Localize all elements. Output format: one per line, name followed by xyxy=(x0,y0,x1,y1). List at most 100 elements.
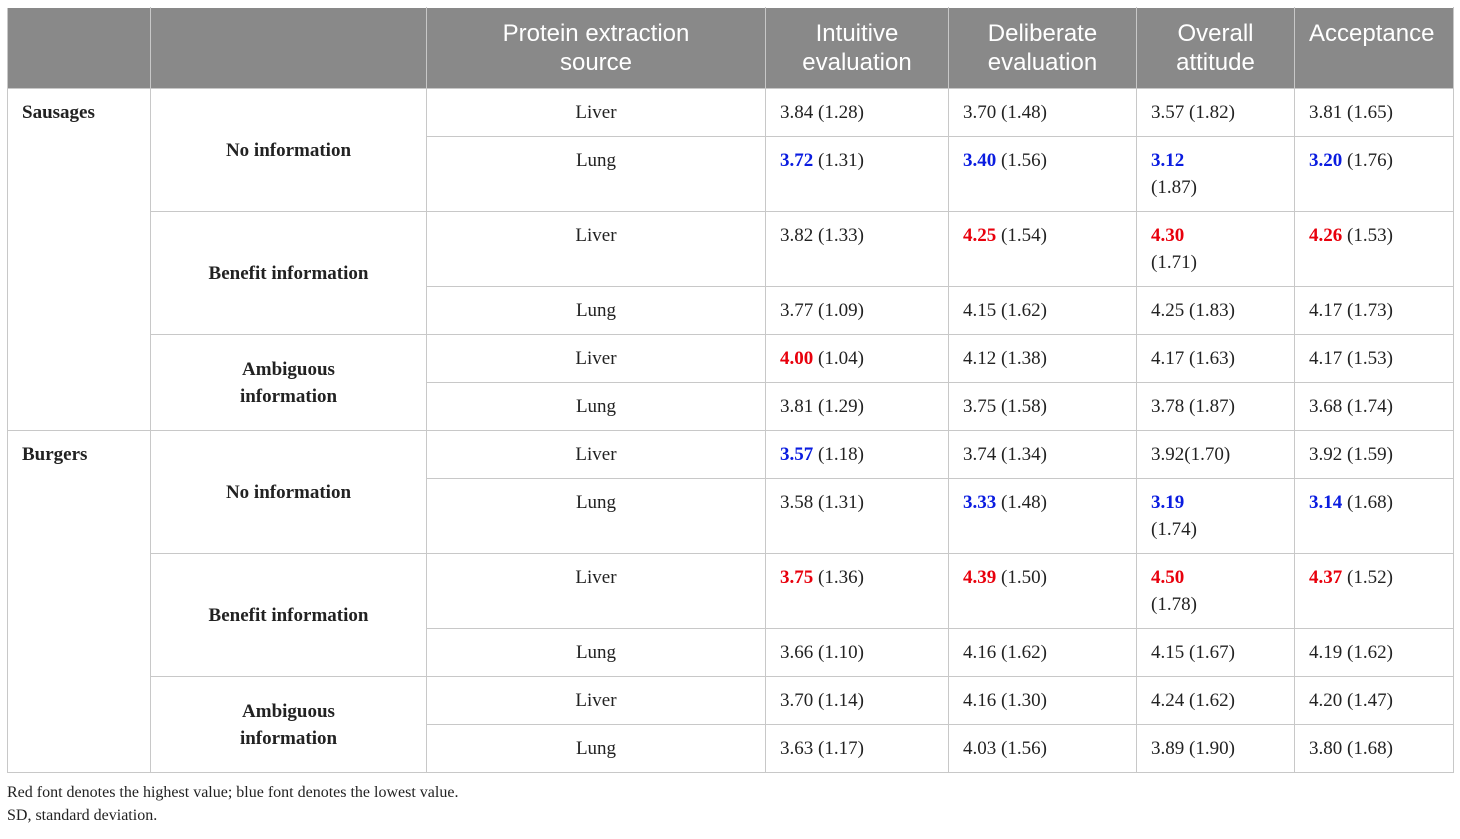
condition-label-line: Benefit information xyxy=(208,604,369,626)
mean-value: 4.15 xyxy=(1151,642,1185,663)
value-cell: 3.63 (1.17) xyxy=(765,724,949,773)
mean-value: 4.16 xyxy=(963,642,997,663)
footnote-line: Red font denotes the highest value; blue… xyxy=(7,784,459,801)
mean-value: 4.00 xyxy=(780,348,814,369)
mean-value: 3.20 xyxy=(1309,150,1343,171)
value-cell: 3.77 (1.09) xyxy=(765,286,949,335)
column-header-line: attitude xyxy=(1176,49,1255,76)
source-cell: Liver xyxy=(426,211,766,287)
column-header-line: evaluation xyxy=(802,49,912,76)
sd-value: (1.68) xyxy=(1347,492,1393,513)
value-cell: 3.57 (1.82) xyxy=(1136,88,1295,137)
sd-value: (1.74) xyxy=(1347,396,1393,417)
condition-label-line: No information xyxy=(225,139,352,161)
mean-value: 3.80 xyxy=(1309,738,1343,759)
value-cell: 3.82 (1.33) xyxy=(765,211,949,287)
product-label: Burgers xyxy=(7,430,151,773)
table-row: Lung 3.66 (1.10) 4.16 (1.62) 4.15 (1.67) 4.1… xyxy=(8,628,1454,677)
sd-value: (1.31) xyxy=(818,150,864,171)
value-cell: 4.25 (1.83) xyxy=(1136,286,1295,335)
mean-value: 4.24 xyxy=(1151,690,1185,711)
table-row: Ambiguous information Liver 3.70 (1.14) 4.16… xyxy=(8,676,1454,773)
value-cell: 3.75 (1.36) xyxy=(765,553,949,629)
mean-value: 3.70 xyxy=(780,690,814,711)
sd-value: (1.38) xyxy=(1001,348,1047,369)
value-cell: 3.92(1.70) xyxy=(1136,430,1295,479)
value-cell: 4.25 (1.54) xyxy=(948,211,1137,287)
table-row: Benefit information Liver 3.82 (1.33) 4.25 … xyxy=(8,211,1454,335)
sd-value: (1.87) xyxy=(1189,396,1235,417)
mean-value: 4.12 xyxy=(963,348,997,369)
mean-value: 3.92 xyxy=(1309,444,1343,465)
value-cell: 4.12 (1.38) xyxy=(948,334,1137,383)
value-cell: 3.81 (1.29) xyxy=(765,382,949,431)
table-row: Lung 3.63 (1.17) 4.03 (1.56) 3.89 (1.90) 3.8… xyxy=(8,724,1454,773)
column-header-line: Intuitive xyxy=(815,20,899,47)
mean-value: 4.17 xyxy=(1309,348,1343,369)
condition-label-line: Ambiguous xyxy=(242,358,335,380)
mean-value: 4.15 xyxy=(963,300,997,321)
sd-value: (1.87) xyxy=(1151,177,1197,198)
sd-value: (1.14) xyxy=(818,690,864,711)
product-label: Sausages xyxy=(7,88,151,431)
value-cell: 3.58 (1.31) xyxy=(765,478,949,554)
value-cell: 3.74 (1.34) xyxy=(948,430,1137,479)
mean-value: 3.14 xyxy=(1309,492,1343,513)
information-condition: Benefit information xyxy=(150,553,427,677)
value-cell: 4.30 (1.71) xyxy=(1136,211,1295,287)
value-cell: 3.81 (1.65) xyxy=(1294,88,1454,137)
header-row: Protein extraction source Intuitive evaluat… xyxy=(7,7,1454,89)
value-cell: 4.16 (1.62) xyxy=(948,628,1137,677)
mean-value: 4.37 xyxy=(1309,567,1343,588)
condition-label-line: No information xyxy=(225,481,352,503)
sd-value: (1.30) xyxy=(1001,690,1047,711)
sd-value: (1.62) xyxy=(1347,642,1393,663)
value-cell: 3.78 (1.87) xyxy=(1136,382,1295,431)
source-cell: Liver xyxy=(426,430,766,479)
mean-value: 3.84 xyxy=(780,102,814,123)
sd-value: (1.04) xyxy=(818,348,864,369)
mean-value: 3.68 xyxy=(1309,396,1343,417)
value-cell: 4.39 (1.50) xyxy=(948,553,1137,629)
sd-value: (1.48) xyxy=(1001,102,1047,123)
value-cell: 3.84 (1.28) xyxy=(765,88,949,137)
table-row: Lung 3.72 (1.31) 3.40 (1.56) 3.12 (1.87) 3.20… xyxy=(8,136,1454,212)
sd-value: (1.29) xyxy=(818,396,864,417)
results-table: Protein extraction source Intuitive evaluat… xyxy=(7,7,1454,773)
mean-value: 3.66 xyxy=(780,642,814,663)
source-cell: Lung xyxy=(426,136,766,212)
column-header: Deliberate evaluation xyxy=(948,7,1137,89)
source-cell: Lung xyxy=(426,724,766,773)
table-header: Protein extraction source Intuitive evaluat… xyxy=(7,7,1454,89)
mean-value: 4.19 xyxy=(1309,642,1343,663)
source-cell: Lung xyxy=(426,478,766,554)
information-condition: No information xyxy=(150,88,427,212)
sd-value: (1.67) xyxy=(1189,642,1235,663)
value-cell: 3.57 (1.18) xyxy=(765,430,949,479)
column-header-line: Overall xyxy=(1177,20,1254,47)
value-cell: 4.17 (1.53) xyxy=(1294,334,1454,383)
mean-value: 4.03 xyxy=(963,738,997,759)
mean-value: 4.25 xyxy=(963,225,997,246)
mean-value: 3.33 xyxy=(963,492,997,513)
sd-value: (1.56) xyxy=(1001,150,1047,171)
condition-label-line: information xyxy=(239,385,338,407)
mean-value: 3.75 xyxy=(780,567,814,588)
sd-value: (1.28) xyxy=(818,102,864,123)
value-cell: 3.14 (1.68) xyxy=(1294,478,1454,554)
table-row: Burgers No information Liver 3.57 (1.18) 3.7… xyxy=(7,430,1454,773)
information-condition: Ambiguous information xyxy=(150,676,427,773)
value-cell: 3.89 (1.90) xyxy=(1136,724,1295,773)
sd-value: (1.73) xyxy=(1347,300,1393,321)
sd-value: (1.82) xyxy=(1189,102,1235,123)
condition-label-line: information xyxy=(239,727,338,749)
value-cell: 3.19 (1.74) xyxy=(1136,478,1295,554)
column-header xyxy=(7,7,151,89)
sd-value: (1.76) xyxy=(1347,150,1393,171)
column-header-line: source xyxy=(559,49,633,76)
source-cell: Lung xyxy=(426,286,766,335)
source-cell: Liver xyxy=(426,553,766,629)
sd-value: (1.71) xyxy=(1151,252,1197,273)
information-condition: Benefit information xyxy=(150,211,427,335)
mean-value: 3.77 xyxy=(780,300,814,321)
